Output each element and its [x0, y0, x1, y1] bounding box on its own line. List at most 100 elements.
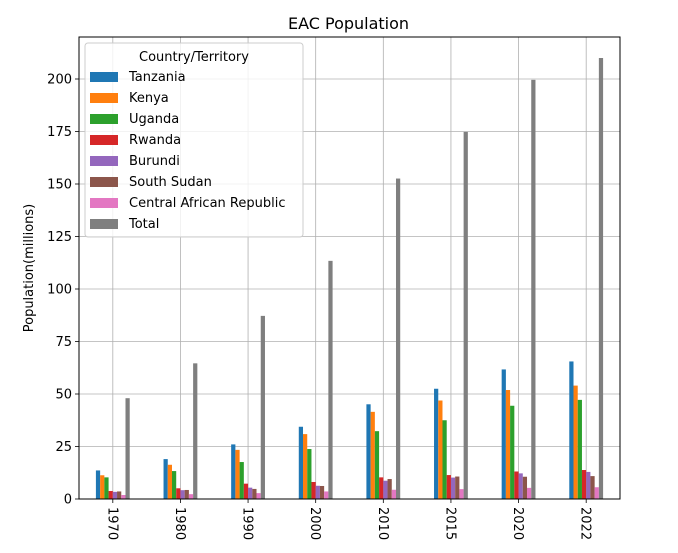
legend-label: Rwanda: [129, 133, 181, 148]
bar-total-2020: [531, 79, 536, 499]
bar-tanzania-1990: [231, 444, 236, 499]
bar-total-2000: [328, 260, 333, 499]
chart-title: EAC Population: [288, 14, 409, 33]
bar-south-sudan-1990: [252, 488, 257, 499]
legend-swatch: [90, 114, 118, 124]
legend-swatch: [90, 135, 118, 145]
bar-tanzania-1970: [95, 470, 101, 499]
legend-swatch: [90, 177, 118, 187]
legend-label: Total: [128, 217, 159, 232]
legend-label: Uganda: [129, 112, 179, 127]
y-tick-label: 0: [64, 493, 72, 508]
bar-south-sudan-2000: [319, 485, 325, 499]
x-tick-label: 2015: [442, 507, 457, 540]
legend-label: Central African Republic: [129, 196, 285, 211]
bar-uganda-1970: [104, 477, 109, 499]
bar-total-2022: [598, 58, 604, 499]
legend-label: Kenya: [129, 91, 169, 106]
bar-kenya-2020: [505, 390, 511, 499]
legend-label: South Sudan: [129, 175, 212, 190]
y-tick-label: 200: [47, 73, 72, 88]
bar-central-african-republic-2022: [594, 487, 599, 499]
legend-box: [84, 42, 304, 238]
bar-kenya-2022: [573, 385, 578, 499]
bar-uganda-2010: [374, 431, 380, 499]
bar-rwanda-1990: [243, 483, 249, 499]
bar-uganda-2000: [307, 449, 312, 499]
bar-kenya-2000: [303, 434, 308, 499]
bar-central-african-republic-1970: [121, 495, 126, 499]
bar-kenya-1980: [167, 464, 172, 499]
bar-burundi-1990: [248, 487, 253, 499]
bar-burundi-1980: [180, 490, 185, 499]
bar-burundi-2010: [383, 480, 388, 499]
legend-label: Burundi: [129, 154, 180, 169]
y-tick-label: 100: [47, 283, 72, 298]
legend-label: Tanzania: [128, 70, 186, 85]
y-tick-label: 25: [55, 440, 72, 455]
bar-total-1970: [125, 398, 130, 499]
bar-tanzania-2010: [366, 404, 371, 499]
bar-burundi-2015: [450, 477, 456, 499]
x-tick-label: 1970: [104, 507, 119, 540]
bar-tanzania-2020: [501, 369, 506, 499]
bar-central-african-republic-2015: [459, 489, 464, 499]
bar-central-african-republic-2000: [324, 491, 329, 499]
bar-total-2015: [463, 131, 468, 500]
bars: [95, 58, 604, 500]
bar-south-sudan-1970: [117, 491, 122, 499]
bar-total-2010: [395, 178, 401, 500]
bar-central-african-republic-2010: [391, 489, 396, 499]
bar-total-1980: [193, 363, 198, 499]
bar-south-sudan-2022: [590, 476, 595, 499]
bar-uganda-2022: [577, 399, 582, 499]
bar-kenya-2010: [370, 411, 375, 499]
bar-central-african-republic-1980: [188, 494, 194, 499]
x-tick-label: 2020: [510, 507, 525, 540]
bar-tanzania-1980: [163, 459, 168, 499]
bar-south-sudan-2015: [455, 476, 460, 499]
axes: 0 25 50 75 100 125 150 175 200 1970 1980 1990 2000 20…: [47, 73, 593, 541]
bar-tanzania-2000: [298, 426, 304, 499]
bar-south-sudan-2010: [387, 479, 392, 499]
bar-kenya-1990: [235, 449, 240, 499]
y-tick-label: 175: [47, 125, 72, 140]
bar-rwanda-1980: [176, 488, 181, 499]
y-tick-label: 150: [47, 178, 72, 193]
y-tick-label: 75: [55, 335, 72, 350]
legend-swatch: [90, 198, 118, 208]
bar-tanzania-2022: [569, 361, 574, 499]
bar-kenya-1970: [100, 475, 105, 499]
y-axis-label: Population(millions): [22, 204, 37, 333]
bar-rwanda-2020: [514, 471, 519, 499]
legend: Country/Territory Tanzania Kenya Uganda Rwan…: [84, 42, 304, 238]
bar-burundi-2022: [586, 471, 591, 499]
bar-rwanda-2000: [311, 481, 316, 499]
bar-uganda-2020: [510, 405, 515, 499]
bar-uganda-2015: [442, 420, 447, 499]
bar-tanzania-2015: [434, 388, 439, 499]
bar-rwanda-2015: [446, 475, 451, 499]
legend-swatch: [90, 219, 118, 229]
bar-uganda-1980: [171, 471, 177, 499]
bar-total-1990: [260, 315, 265, 499]
legend-swatch: [90, 93, 118, 103]
x-tick-label: 1980: [172, 507, 187, 540]
y-tick-label: 50: [55, 388, 72, 403]
legend-swatch: [90, 72, 118, 82]
bar-burundi-1970: [112, 491, 118, 499]
bar-south-sudan-1980: [184, 489, 189, 499]
bar-rwanda-2010: [379, 477, 384, 499]
bar-uganda-1990: [239, 462, 244, 499]
bar-burundi-2020: [518, 473, 523, 499]
bar-burundi-2000: [315, 485, 320, 499]
legend-swatch: [90, 156, 118, 166]
x-tick-label: 2000: [307, 507, 322, 540]
plot-area-frame: [78, 36, 621, 500]
bar-south-sudan-2020: [522, 476, 528, 499]
x-tick-label: 2022: [578, 507, 593, 540]
bar-central-african-republic-1990: [256, 493, 261, 499]
legend-title: Country/Territory: [139, 50, 249, 65]
